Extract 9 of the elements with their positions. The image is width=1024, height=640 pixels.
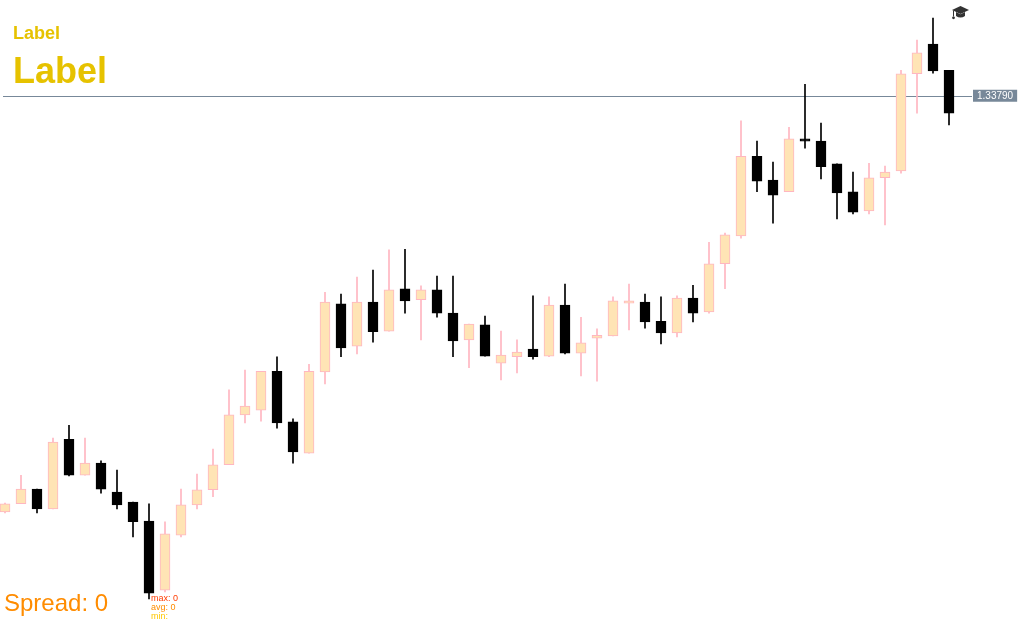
annotation: Label [13,23,61,43]
annotation: max: 0 [151,593,179,603]
text: min: [151,611,169,621]
candlestick [399,248,411,314]
text: 1.33790 [977,90,1014,102]
candlestick [575,316,587,377]
text: avg: 0 [151,602,176,612]
annotation: Spread: 0 [4,589,109,616]
annotation: Label [13,50,108,91]
